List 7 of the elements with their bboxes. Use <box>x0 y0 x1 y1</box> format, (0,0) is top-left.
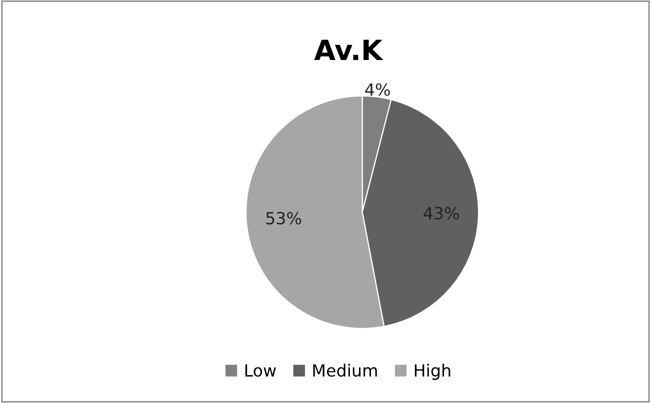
data-label: 4% <box>365 83 390 96</box>
legend-label: Medium <box>313 364 377 377</box>
chart-title: Av.K <box>314 40 384 60</box>
data-label: 53% <box>266 212 302 224</box>
legend-label: Low <box>245 364 276 377</box>
data-label: 43% <box>424 206 459 220</box>
legend-label: High <box>414 364 450 380</box>
